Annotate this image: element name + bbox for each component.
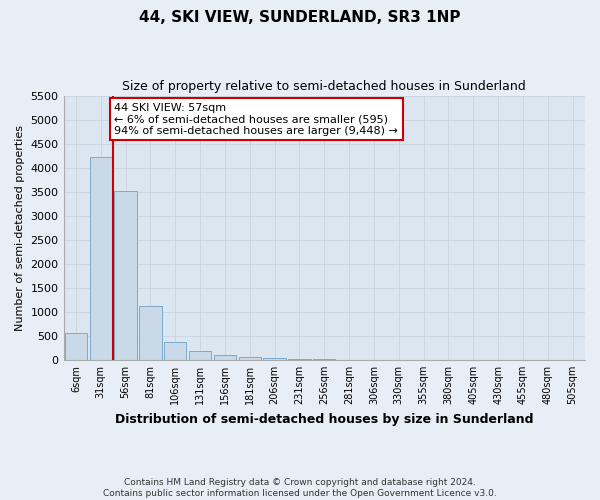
Bar: [263, 358, 286, 360]
Text: Contains HM Land Registry data © Crown copyright and database right 2024.
Contai: Contains HM Land Registry data © Crown c…: [103, 478, 497, 498]
Bar: [65, 332, 87, 360]
Bar: [115, 191, 137, 360]
Bar: [189, 352, 211, 360]
Text: 44 SKI VIEW: 57sqm
← 6% of semi-detached houses are smaller (595)
94% of semi-de: 44 SKI VIEW: 57sqm ← 6% of semi-detached…: [115, 103, 398, 136]
Bar: [164, 342, 187, 360]
Bar: [89, 156, 112, 360]
Title: Size of property relative to semi-detached houses in Sunderland: Size of property relative to semi-detach…: [122, 80, 526, 93]
Y-axis label: Number of semi-detached properties: Number of semi-detached properties: [15, 125, 25, 331]
Bar: [239, 356, 261, 360]
Bar: [139, 306, 161, 360]
Bar: [288, 358, 311, 360]
Text: 44, SKI VIEW, SUNDERLAND, SR3 1NP: 44, SKI VIEW, SUNDERLAND, SR3 1NP: [139, 10, 461, 25]
X-axis label: Distribution of semi-detached houses by size in Sunderland: Distribution of semi-detached houses by …: [115, 412, 533, 426]
Bar: [214, 355, 236, 360]
